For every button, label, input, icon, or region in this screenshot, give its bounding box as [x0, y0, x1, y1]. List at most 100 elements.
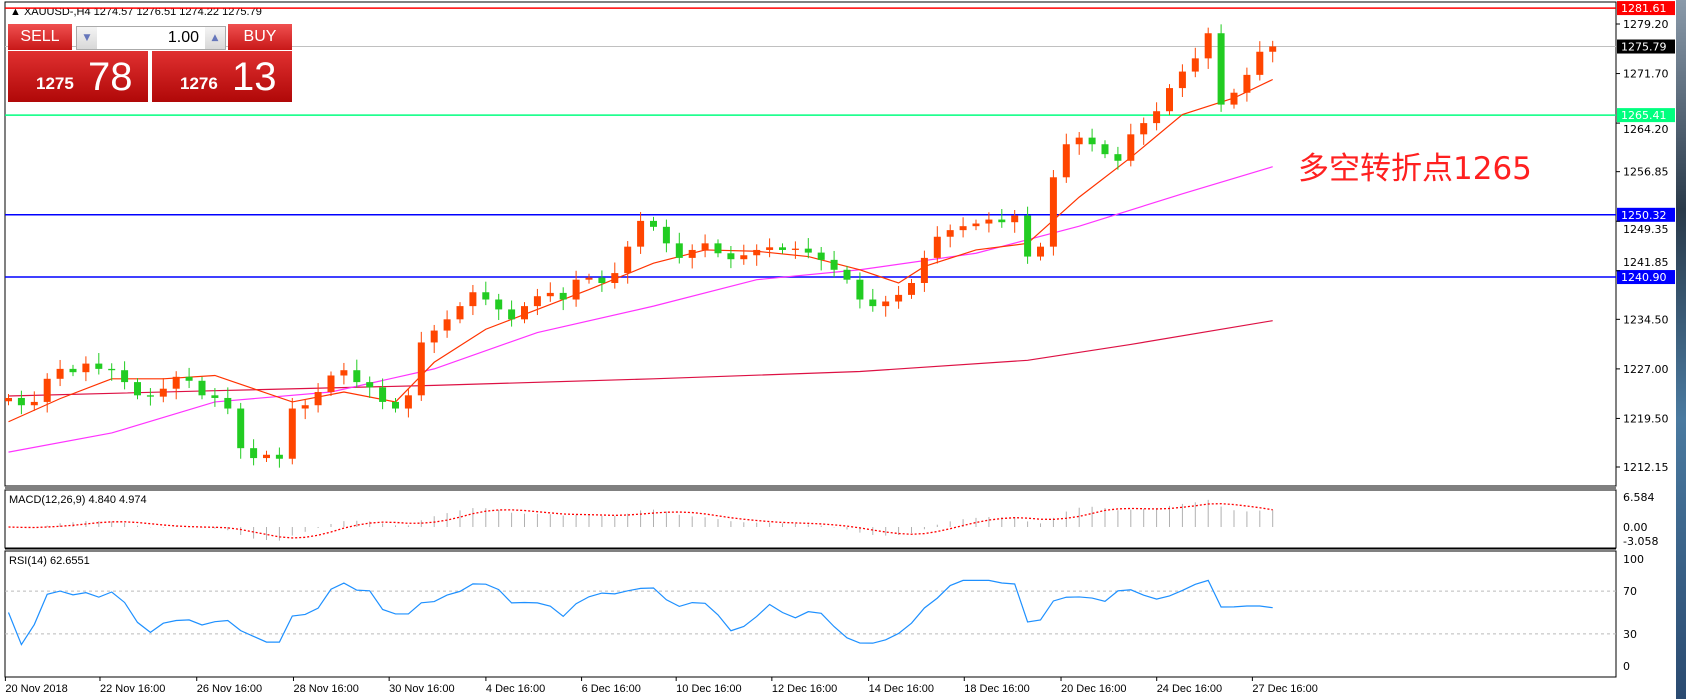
candle-body: [301, 405, 309, 409]
pivot-annotation: 多空转折点1265: [1298, 151, 1532, 187]
price-label-bg: [1617, 1, 1675, 16]
price-label-bg: [1617, 207, 1675, 222]
one-click-trading-panel: SELL ▼ 1.00 ▲ BUY 1275 78 1276 13: [8, 24, 292, 102]
candle-body: [56, 368, 64, 379]
candle-body: [1049, 177, 1057, 247]
macd-pane: [4, 489, 1617, 549]
candle-body: [69, 368, 77, 373]
candle-body: [959, 226, 967, 231]
candle-body: [1191, 58, 1199, 72]
price-label-bg: [1617, 270, 1675, 285]
candle-body: [1127, 134, 1135, 161]
candle-body: [1088, 137, 1096, 145]
rsi-label: RSI(14) 62.6551: [9, 555, 90, 567]
time-label: 4 Dec 16:00: [486, 683, 545, 695]
lot-size-value[interactable]: 1.00: [167, 29, 199, 46]
macd-tick-label: 6.584: [1623, 491, 1655, 504]
candle-body: [843, 269, 851, 280]
sell-price-button[interactable]: 1275 78: [8, 51, 148, 102]
lot-increase-arrow-icon[interactable]: ▲: [205, 27, 225, 49]
candle-body: [740, 255, 748, 260]
candle-body: [404, 395, 412, 409]
price-label-bg: [1617, 39, 1675, 54]
candle-body: [340, 370, 348, 376]
macd-label: MACD(12,26,9) 4.840 4.974: [9, 494, 147, 506]
price-label: 1250.32: [1621, 209, 1667, 222]
candle-body: [559, 292, 567, 300]
candle-body: [508, 309, 516, 320]
candle-body: [972, 223, 980, 227]
candle-body: [753, 249, 761, 256]
buy-price-small: 1276: [180, 74, 218, 93]
time-label: 6 Dec 16:00: [582, 683, 641, 695]
candle-body: [650, 220, 657, 227]
candle-body: [675, 243, 683, 258]
sell-button[interactable]: SELL: [8, 24, 72, 50]
rsi-tick-label: 30: [1623, 628, 1637, 641]
candle-body: [82, 363, 90, 373]
candle-body: [533, 296, 541, 307]
candle-body: [1062, 144, 1070, 178]
candle-body: [856, 279, 864, 300]
candle-body: [263, 454, 270, 459]
candle-body: [185, 376, 193, 381]
candle-body: [159, 388, 167, 397]
candle-body: [701, 243, 709, 250]
candle-body: [250, 448, 258, 459]
macd-signal-line: [8, 503, 1273, 539]
time-label: 20 Nov 2018: [5, 683, 67, 695]
candle-body: [521, 306, 528, 320]
candle-body: [1204, 33, 1212, 59]
candle-body: [662, 226, 670, 244]
candle-body: [1153, 111, 1161, 124]
candle-body: [1256, 51, 1264, 75]
candle-body: [417, 342, 425, 396]
ma-fast-line: [8, 78, 1273, 423]
candle-body: [1217, 33, 1225, 105]
rsi-tick-label: 100: [1623, 553, 1644, 566]
candle-body: [637, 220, 645, 247]
buy-button[interactable]: BUY: [228, 24, 292, 50]
candle-body: [1037, 246, 1044, 257]
price-tick-label: 1249.35: [1623, 223, 1669, 236]
candle-body: [379, 387, 387, 402]
price-tick-label: 1227.00: [1623, 363, 1669, 376]
buy-price-button[interactable]: 1276 13: [152, 51, 292, 102]
candle-body: [392, 401, 399, 409]
lot-decrease-arrow-icon[interactable]: ▼: [77, 27, 97, 49]
candle-body: [946, 230, 954, 237]
time-label: 26 Nov 16:00: [197, 683, 262, 695]
candle-body: [998, 219, 1006, 223]
candle-body: [443, 319, 451, 331]
price-tick-label: 1241.85: [1623, 256, 1669, 269]
main-pane: [4, 1, 1617, 487]
candle-body: [1178, 71, 1186, 89]
candle-body: [727, 253, 735, 260]
macd-tick-label: -3.058: [1623, 535, 1658, 548]
candle-body: [1269, 46, 1277, 52]
candle-body: [314, 392, 322, 406]
time-label: 12 Dec 16:00: [772, 683, 837, 695]
candle-body: [1230, 92, 1238, 105]
price-label: 1265.41: [1621, 109, 1667, 122]
candle-body: [920, 257, 928, 283]
candle-body: [288, 408, 296, 459]
candle-body: [933, 236, 941, 258]
candle-body: [95, 363, 103, 369]
candle-body: [766, 247, 774, 250]
candle-body: [688, 249, 696, 258]
price-label: 1281.61: [1621, 2, 1667, 15]
candle-body: [108, 368, 116, 371]
time-label: 18 Dec 16:00: [964, 683, 1029, 695]
price-tick-label: 1256.85: [1623, 166, 1669, 179]
candle-body: [1243, 74, 1251, 93]
price-tick-label: 1219.50: [1623, 412, 1669, 425]
candle-body: [869, 299, 877, 307]
time-label: 28 Nov 16:00: [293, 683, 358, 695]
lot-size-field[interactable]: ▼ 1.00 ▲: [76, 26, 226, 50]
ma-mid-line: [8, 166, 1273, 453]
price-tick-label: 1279.20: [1623, 18, 1669, 31]
candle-body: [1024, 215, 1032, 257]
candle-body: [1101, 144, 1109, 155]
